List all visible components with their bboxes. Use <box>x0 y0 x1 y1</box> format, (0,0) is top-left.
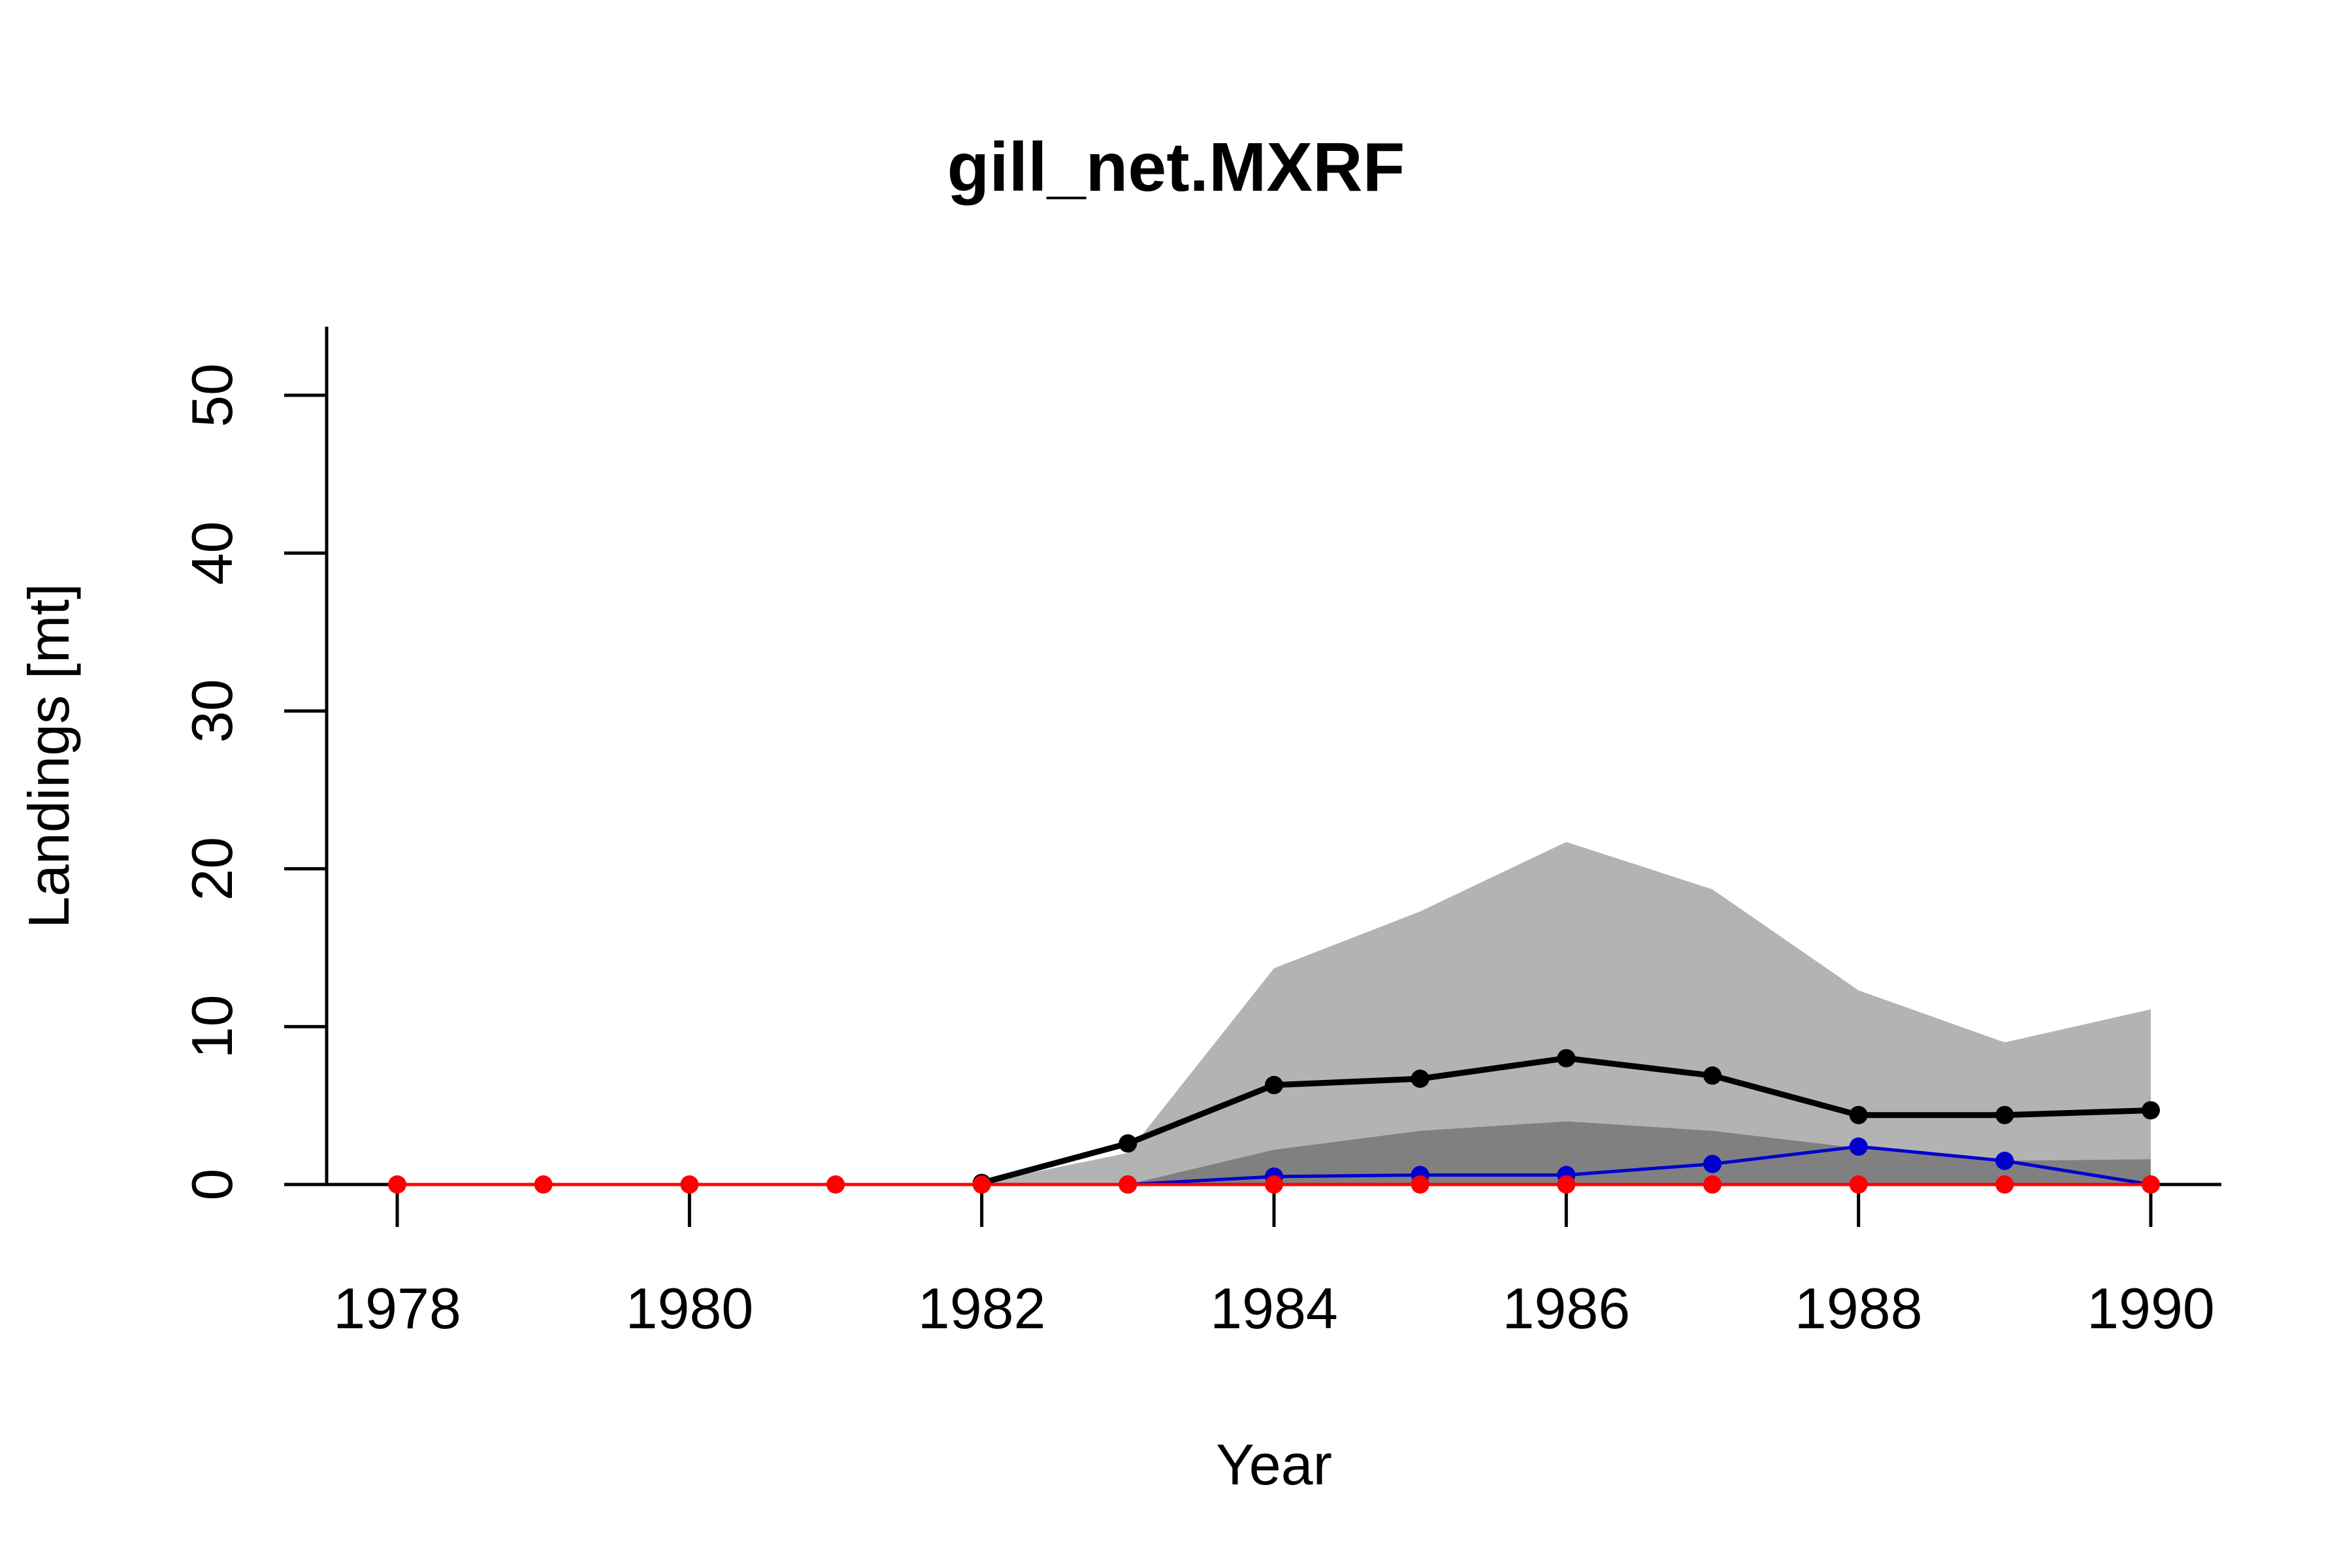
data-point <box>1995 1105 2014 1124</box>
data-point <box>1849 1105 1868 1124</box>
x-axis-ticks: 1978 1980 1982 1984 1986 1988 1990 <box>333 1184 2215 1341</box>
y-tick-label: 20 <box>180 837 244 901</box>
data-point <box>1849 1175 1868 1194</box>
axes: 1978 1980 1982 1984 1986 1988 1990 0 10 20 30 40 50 <box>180 327 2221 1341</box>
data-point <box>1703 1154 1722 1173</box>
x-tick-label: 1980 <box>625 1276 753 1341</box>
data-point <box>1703 1066 1722 1085</box>
data-point <box>1411 1070 1429 1088</box>
series-3 <box>388 1175 2160 1194</box>
chart-title: gill_net.MXRF <box>947 129 1405 206</box>
y-tick-label: 40 <box>180 521 244 585</box>
confidence-bands <box>981 841 2151 1184</box>
y-axis-title: Landings [mt] <box>16 583 81 928</box>
data-point <box>1703 1175 1722 1194</box>
data-point <box>1265 1075 1283 1094</box>
data-point <box>1995 1151 2014 1170</box>
data-point <box>1995 1175 2014 1194</box>
data-point <box>1557 1175 1576 1194</box>
data-point <box>972 1175 991 1194</box>
data-point <box>1119 1175 1137 1194</box>
x-tick-label: 1984 <box>1210 1276 1338 1341</box>
data-point <box>680 1175 699 1194</box>
data-point <box>1411 1175 1429 1194</box>
data-point <box>1265 1175 1283 1194</box>
x-tick-label: 1986 <box>1502 1276 1630 1341</box>
data-point <box>388 1175 406 1194</box>
x-axis-title: Year <box>1216 1432 1332 1497</box>
y-axis-ticks: 0 10 20 30 40 50 <box>180 363 327 1200</box>
y-tick-label: 50 <box>180 363 244 427</box>
series-line <box>1128 1145 2151 1186</box>
data-point <box>534 1175 553 1194</box>
x-tick-label: 1988 <box>1795 1276 1923 1341</box>
x-tick-label: 1982 <box>918 1276 1046 1341</box>
y-tick-label: 30 <box>180 679 244 743</box>
data-point <box>1557 1049 1576 1068</box>
band-2 <box>1128 1121 2151 1184</box>
band-1 <box>981 841 2151 1184</box>
x-tick-label: 1990 <box>2087 1276 2215 1341</box>
data-point <box>1849 1137 1868 1156</box>
data-series <box>388 1049 2160 1194</box>
y-tick-label: 10 <box>180 994 244 1058</box>
data-point <box>826 1175 845 1194</box>
data-point <box>2142 1175 2160 1194</box>
data-point <box>1119 1134 1137 1153</box>
x-tick-label: 1978 <box>333 1276 461 1341</box>
data-point <box>2142 1101 2160 1120</box>
y-tick-label: 0 <box>180 1169 244 1201</box>
